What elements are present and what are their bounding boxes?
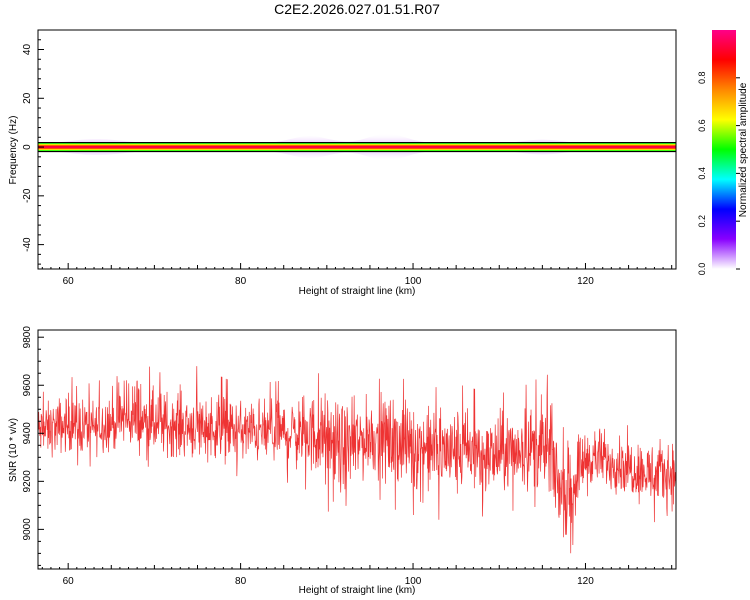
colorbar-tick-label: 0.6 <box>697 119 707 132</box>
heatmap-y-axis: -40 -20 0 20 40 <box>22 29 44 265</box>
colorbar-label: Normalized spectral amplitude <box>738 82 749 217</box>
y-tick-label: -20 <box>22 188 33 203</box>
colorbar-tick-label: 0.8 <box>697 72 707 85</box>
snr-frame <box>37 329 677 570</box>
y-tick-label: 40 <box>22 44 33 56</box>
heatmap-x-axis: 60 80 100 120 <box>41 263 673 287</box>
colorbar-tick-label: 0.4 <box>697 167 707 180</box>
y-tick-label: 9600 <box>22 374 33 397</box>
x-tick-label: 120 <box>577 276 594 287</box>
colorbar-axis: 0.0 0.2 0.4 0.6 0.8 <box>697 72 740 276</box>
x-tick-label: 100 <box>405 576 422 587</box>
heatmap-y-label: Frequency (Hz) <box>8 116 19 185</box>
colorbar-tick-label: 0.2 <box>697 215 707 228</box>
y-tick-label: 0 <box>22 144 33 150</box>
heatmap-frame <box>37 29 677 270</box>
y-tick-label: 9200 <box>22 470 33 493</box>
y-tick-label: -40 <box>22 237 33 252</box>
heatmap-band <box>38 142 676 152</box>
x-tick-label: 100 <box>405 276 422 287</box>
snr-y-axis: 9000 9200 9400 9600 9800 <box>22 326 44 566</box>
snr-y-label: SNR (10 * v/v) <box>8 418 19 482</box>
x-tick-label: 120 <box>577 576 594 587</box>
snr-x-label: Height of straight line (km) <box>299 585 416 596</box>
snr-series-line <box>38 366 676 554</box>
heatmap-content <box>38 133 676 161</box>
y-tick-label: 9000 <box>22 518 33 541</box>
y-tick-label: 9400 <box>22 422 33 445</box>
colorbar-tick-label: 0.0 <box>697 263 707 276</box>
snr-panel: 60 80 100 120 9000 9200 9400 9600 9800 Height o… <box>8 326 677 596</box>
y-tick-label: 9800 <box>22 326 33 349</box>
snr-x-axis: 60 80 100 120 <box>41 563 673 587</box>
y-tick-label: 20 <box>22 92 33 104</box>
heatmap-panel: 60 80 100 120 -40 -20 0 20 40 Height of straigh… <box>8 29 677 297</box>
colorbar: 0.0 0.2 0.4 0.6 0.8 Normalized spectral ampl… <box>697 30 749 275</box>
x-tick-label: 80 <box>235 576 247 587</box>
heatmap-x-label: Height of straight line (km) <box>299 286 416 297</box>
colorbar-ramp <box>712 30 736 269</box>
x-tick-label: 60 <box>63 276 75 287</box>
x-tick-label: 60 <box>63 576 75 587</box>
chart-title: C2E2.2026.027.01.51.R07 <box>274 1 440 17</box>
x-tick-label: 80 <box>235 276 247 287</box>
snr-plot-area <box>38 366 676 554</box>
